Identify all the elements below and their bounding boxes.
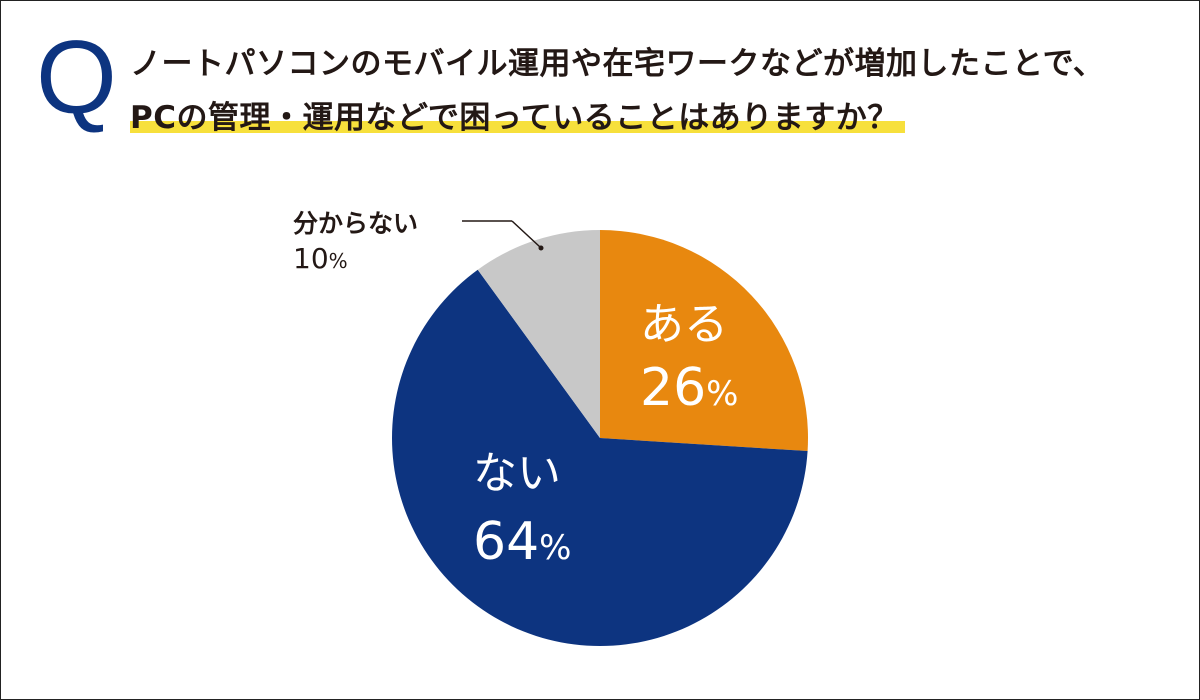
leader-dot-wakaranai [538, 245, 544, 251]
pie-slice-nai [392, 269, 808, 646]
slice-label-aru: ある [640, 299, 728, 350]
pie-slice-aru [600, 230, 808, 452]
slice-value-wakaranai-unit: % [329, 249, 348, 273]
slice-label-wakaranai: 分からない [293, 209, 418, 238]
question-text-line-2: PCの管理・運用などで困っていることはありますか？ [130, 98, 905, 138]
slice-value-nai: 64% [473, 512, 571, 572]
slice-value-aru: 26% [640, 358, 738, 418]
pie-slices [392, 230, 808, 646]
pie-slice-wakaranai [477, 230, 600, 438]
leader-line-wakaranai-diagonal [511, 220, 541, 248]
slice-value-wakaranai: 10% [293, 242, 348, 275]
question-mark-q: Q [36, 20, 117, 136]
question-text-line-1: ノートパソコンのモバイル運用や在宅ワークなどが増加したことで、 [130, 46, 1105, 82]
slice-value-nai-unit: % [539, 528, 571, 568]
slice-value-aru-unit: % [706, 374, 738, 414]
slice-value-aru-number: 26 [640, 358, 706, 418]
slice-value-wakaranai-number: 10 [293, 242, 329, 275]
question-highlight: PCの管理・運用などで困っていることはありますか？ [130, 100, 905, 136]
slice-value-nai-number: 64 [473, 512, 539, 572]
slice-label-nai: ない [473, 448, 561, 499]
